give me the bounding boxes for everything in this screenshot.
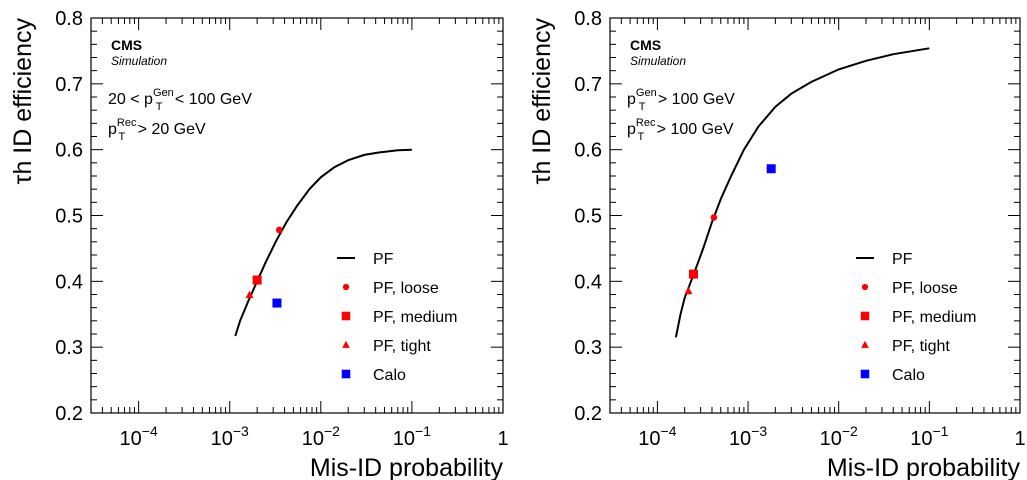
data-point-pf-loose xyxy=(275,226,283,234)
pf-curve xyxy=(674,47,930,338)
legend-marker xyxy=(861,340,869,348)
x-tick-label: 10−3 xyxy=(211,423,249,450)
legend-label: Calo xyxy=(373,367,406,384)
data-point-pf-medium xyxy=(688,269,698,279)
data-point-pf-loose xyxy=(710,214,718,221)
data-point-pf-medium xyxy=(252,275,262,285)
y-tick-label: 0.5 xyxy=(55,206,83,228)
y-tick-label: 0.2 xyxy=(574,403,602,425)
cms-label: CMS xyxy=(630,37,661,53)
data-point-calo xyxy=(766,164,776,174)
cut-annotation: pGen T > 100 GeV xyxy=(627,87,735,113)
x-tick-label: 10−4 xyxy=(638,423,676,450)
y-tick-label: 0.5 xyxy=(574,206,602,228)
simulation-label: Simulation xyxy=(630,54,686,68)
x-tick-label: 10−1 xyxy=(910,423,948,450)
y-tick-label: 0.4 xyxy=(574,271,602,293)
y-tick-label: 0.7 xyxy=(574,74,602,96)
x-tick-label: 1 xyxy=(1014,428,1025,450)
pf-curve xyxy=(234,148,412,337)
y-tick-label: 0.6 xyxy=(55,140,83,162)
x-tick-label: 10−2 xyxy=(302,423,340,450)
y-axis-label: τh ID efficiency xyxy=(528,18,556,185)
y-tick-label: 0.8 xyxy=(574,8,602,30)
simulation-label: Simulation xyxy=(111,54,167,68)
legend-label: PF, loose xyxy=(892,280,958,297)
data-point-pf-tight xyxy=(245,290,254,299)
y-axis-label: τh ID efficiency xyxy=(9,18,37,185)
y-tick-label: 0.2 xyxy=(55,403,83,425)
y-tick-label: 0.8 xyxy=(55,8,83,30)
legend-label: PF xyxy=(892,251,913,268)
legend-label: PF, medium xyxy=(892,309,976,326)
legend-label: PF, medium xyxy=(373,309,457,326)
y-tick-label: 0.3 xyxy=(55,337,83,359)
x-tick-label: 10−3 xyxy=(729,423,767,450)
x-tick-label: 1 xyxy=(497,428,508,450)
legend-label: PF, tight xyxy=(373,338,431,355)
x-tick-label: 10−1 xyxy=(393,423,431,450)
x-tick-label: 10−4 xyxy=(120,423,158,450)
data-point-pf-tight xyxy=(684,286,693,295)
legend-marker xyxy=(861,283,869,291)
y-tick-label: 0.6 xyxy=(574,140,602,162)
legend-marker xyxy=(860,369,870,379)
legend-marker xyxy=(341,369,351,379)
y-tick-label: 0.7 xyxy=(55,74,83,96)
plot-frame xyxy=(90,17,504,414)
x-axis-label: Mis-ID probability xyxy=(310,454,504,480)
legend-label: Calo xyxy=(892,367,925,384)
x-axis-label: Mis-ID probability xyxy=(827,454,1021,480)
data-point-calo xyxy=(272,298,282,308)
legend-marker xyxy=(342,283,350,291)
legend-marker xyxy=(341,311,351,321)
cut-annotation: 20 < pGen T < 100 GeV xyxy=(108,87,252,113)
legend-label: PF xyxy=(373,251,394,268)
cut-annotation: pRec T > 20 GeV xyxy=(108,117,206,143)
cut-annotation: pRec T > 100 GeV xyxy=(627,117,734,143)
x-tick-label: 10−2 xyxy=(820,423,858,450)
legend-label: PF, loose xyxy=(373,280,439,297)
left-panel: 0.2 0.3 0.4 0.5 0.6 0.7 0.8 10−4 10−3 10−2 10−1 1 Mi… xyxy=(9,8,509,480)
legend-marker xyxy=(342,340,350,348)
y-tick-label: 0.4 xyxy=(55,271,83,293)
y-tick-label: 0.3 xyxy=(574,337,602,359)
legend-marker xyxy=(860,311,870,321)
legend-label: PF, tight xyxy=(892,338,950,355)
plot-frame xyxy=(609,17,1021,414)
right-panel: 0.2 0.3 0.4 0.5 0.6 0.7 0.8 10−4 10−3 10−2 10−1 1 Mi… xyxy=(528,8,1026,480)
cms-label: CMS xyxy=(111,37,142,53)
